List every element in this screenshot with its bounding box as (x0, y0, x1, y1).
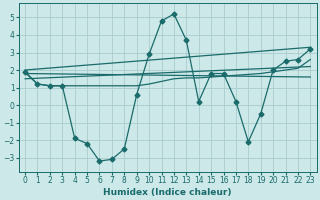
X-axis label: Humidex (Indice chaleur): Humidex (Indice chaleur) (103, 188, 232, 197)
